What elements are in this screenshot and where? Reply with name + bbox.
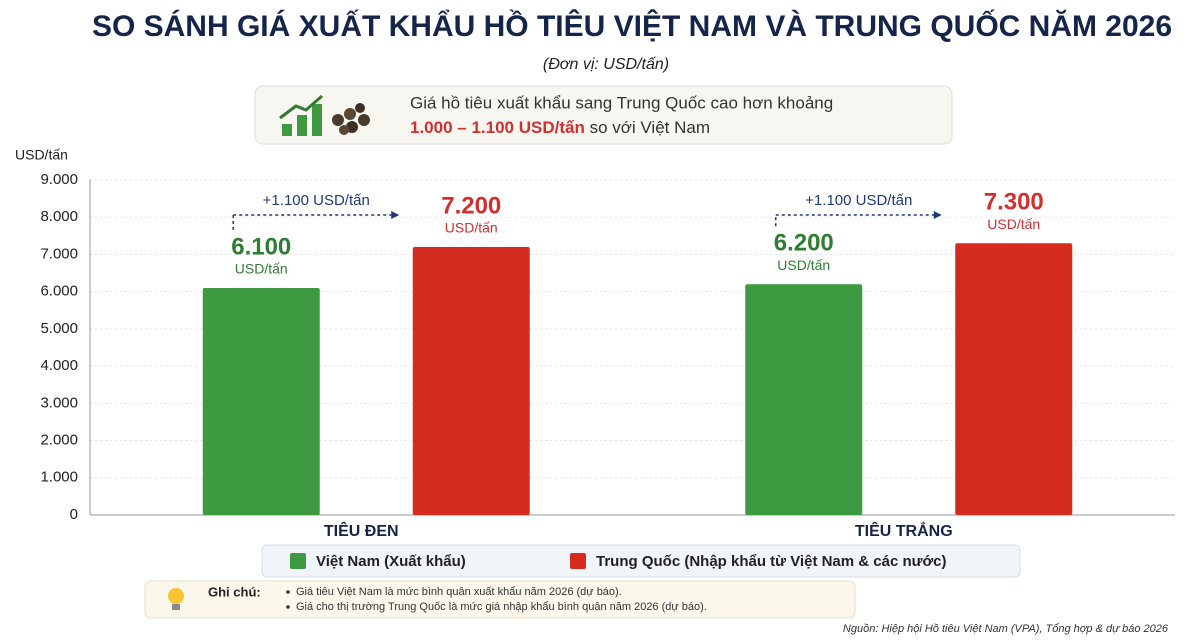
highlight-icon (279, 94, 370, 136)
bar (955, 243, 1073, 515)
x-tick-label: TIÊU TRẮNG (855, 521, 953, 540)
y-tick-label: 7.000 (40, 245, 78, 262)
highlight-text: 1.000 – 1.100 USD/tấn so với Việt Nam (410, 118, 710, 137)
y-tick-label: 3.000 (40, 394, 78, 411)
y-tick-label: 1.000 (40, 469, 78, 486)
y-tick-label: 2.000 (40, 432, 78, 449)
chart-title: SO SÁNH GIÁ XUẤT KHẨU HỒ TIÊU VIỆT NAM V… (92, 9, 1172, 43)
bar (745, 284, 863, 515)
bulb-icon (168, 588, 184, 610)
note-bullet (286, 605, 290, 609)
arrow-head (391, 211, 400, 219)
source: Nguồn: Hiệp hội Hồ tiêu Việt Nam (VPA), … (843, 623, 1169, 635)
y-axis-label: USD/tấn (15, 147, 68, 163)
highlight-box (254, 85, 953, 145)
y-tick-label: 4.000 (40, 357, 78, 374)
legend-swatch (290, 553, 306, 569)
bar (412, 247, 530, 515)
notes-title: Ghi chú: (208, 584, 261, 599)
arrow-head (933, 211, 942, 219)
notes-box (144, 580, 856, 619)
note-bullet (286, 590, 290, 594)
value-unit: USD/tấn (777, 257, 830, 273)
value-unit: USD/tấn (987, 216, 1040, 232)
legend-label: Việt Nam (Xuất khẩu) (316, 553, 466, 570)
note-item: Giá tiêu Việt Nam là mức bình quân xuất … (296, 586, 622, 598)
y-tick-label: 8.000 (40, 208, 78, 225)
y-tick-label: 6.000 (40, 283, 78, 300)
value-unit: USD/tấn (445, 220, 498, 236)
note-item: Giá cho thị trường Trung Quốc là mức giá… (296, 601, 707, 613)
y-tick-label: 5.000 (40, 320, 78, 337)
bar (202, 287, 320, 515)
y-tick-label: 0 (70, 506, 78, 523)
difference-label: +1.100 USD/tấn (805, 192, 912, 209)
value-label: 7.200 (441, 192, 501, 219)
x-tick-label: TIÊU ĐEN (324, 521, 399, 540)
subtitle: (Đơn vị: USD/tấn) (543, 56, 669, 73)
legend-swatch (570, 553, 586, 569)
highlight-emphasis: 1.000 – 1.100 USD/tấn (410, 118, 585, 137)
y-tick-label: 9.000 (40, 171, 78, 188)
value-label: 6.100 (231, 233, 291, 260)
value-unit: USD/tấn (235, 261, 288, 277)
highlight-text-after: so với Việt Nam (590, 118, 710, 137)
legend-label: Trung Quốc (Nhập khẩu từ Việt Nam & các … (596, 553, 947, 570)
legend-box (261, 544, 1021, 578)
value-label: 6.200 (774, 230, 834, 257)
difference-label: +1.100 USD/tấn (263, 192, 370, 209)
highlight-text: Giá hồ tiêu xuất khẩu sang Trung Quốc ca… (410, 93, 833, 112)
value-label: 7.300 (984, 189, 1044, 216)
